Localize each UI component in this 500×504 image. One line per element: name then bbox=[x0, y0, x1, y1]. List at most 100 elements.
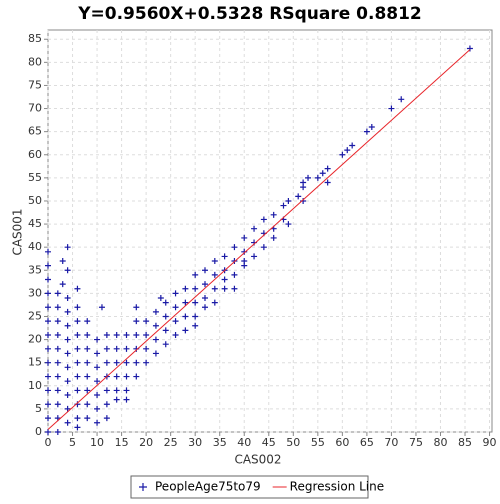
data-point bbox=[59, 258, 66, 265]
data-point bbox=[192, 285, 199, 292]
data-point bbox=[182, 285, 189, 292]
y-tick-label: 75 bbox=[28, 78, 42, 91]
data-point bbox=[64, 350, 71, 357]
data-point bbox=[152, 308, 159, 315]
data-point bbox=[398, 96, 405, 103]
legend bbox=[130, 475, 369, 499]
data-point bbox=[211, 299, 218, 306]
data-point bbox=[45, 429, 51, 435]
data-point bbox=[45, 345, 51, 352]
data-point bbox=[324, 165, 331, 172]
data-point bbox=[84, 331, 91, 338]
data-point bbox=[192, 299, 199, 306]
data-point bbox=[45, 401, 51, 408]
data-point bbox=[54, 345, 61, 352]
data-point bbox=[54, 429, 61, 435]
x-tick-label: 10 bbox=[90, 436, 104, 449]
data-point bbox=[172, 318, 179, 325]
y-tick-label: 80 bbox=[28, 55, 42, 68]
data-point bbox=[74, 345, 81, 352]
data-point bbox=[103, 415, 110, 422]
data-point bbox=[103, 401, 110, 408]
data-point bbox=[123, 331, 130, 338]
data-point bbox=[94, 350, 101, 357]
x-tick-label: 55 bbox=[311, 436, 325, 449]
data-point bbox=[113, 331, 120, 338]
data-point bbox=[300, 184, 307, 191]
x-tick-label: 45 bbox=[262, 436, 276, 449]
data-point bbox=[74, 359, 81, 366]
data-point bbox=[45, 304, 51, 311]
data-point bbox=[162, 341, 169, 348]
data-point bbox=[152, 350, 159, 357]
data-point bbox=[45, 331, 51, 338]
data-point bbox=[74, 331, 81, 338]
data-point bbox=[45, 262, 51, 269]
data-point bbox=[221, 253, 228, 260]
y-tick-label: 10 bbox=[28, 379, 42, 392]
x-tick-label: 65 bbox=[360, 436, 374, 449]
data-point bbox=[64, 392, 71, 399]
data-point bbox=[45, 318, 51, 325]
data-point bbox=[54, 290, 61, 297]
data-point bbox=[368, 124, 375, 131]
data-point bbox=[123, 373, 130, 380]
data-point bbox=[123, 345, 130, 352]
data-point bbox=[103, 331, 110, 338]
y-tick-label: 45 bbox=[28, 217, 42, 230]
data-point bbox=[162, 313, 169, 320]
data-point bbox=[64, 419, 71, 426]
data-point bbox=[285, 197, 292, 204]
data-point bbox=[94, 392, 101, 399]
data-point bbox=[324, 179, 331, 186]
data-point bbox=[319, 170, 326, 177]
data-point bbox=[260, 244, 267, 251]
data-point bbox=[59, 281, 66, 288]
data-point bbox=[123, 359, 130, 366]
data-point bbox=[211, 258, 218, 265]
data-point bbox=[98, 304, 105, 311]
data-point bbox=[295, 193, 302, 200]
data-point bbox=[45, 290, 51, 297]
data-point bbox=[45, 248, 51, 255]
x-tick-label: 50 bbox=[286, 436, 300, 449]
data-point bbox=[64, 378, 71, 385]
data-point bbox=[64, 364, 71, 371]
data-point bbox=[84, 373, 91, 380]
data-point bbox=[143, 345, 150, 352]
data-point bbox=[94, 405, 101, 412]
data-point bbox=[123, 396, 130, 403]
data-point bbox=[143, 359, 150, 366]
data-point bbox=[54, 304, 61, 311]
x-tick-label: 60 bbox=[335, 436, 349, 449]
data-point bbox=[270, 234, 277, 241]
data-point bbox=[74, 285, 81, 292]
data-point bbox=[211, 271, 218, 278]
x-tick-label: 20 bbox=[139, 436, 153, 449]
x-tick-label: 40 bbox=[237, 436, 251, 449]
data-point bbox=[54, 373, 61, 380]
data-point bbox=[152, 336, 159, 343]
y-tick-label: 0 bbox=[35, 425, 42, 438]
data-point bbox=[54, 331, 61, 338]
data-point bbox=[103, 387, 110, 394]
x-tick-label: 80 bbox=[433, 436, 447, 449]
data-point bbox=[221, 285, 228, 292]
data-point bbox=[172, 331, 179, 338]
x-tick-label: 5 bbox=[69, 436, 76, 449]
x-tick-label: 90 bbox=[483, 436, 497, 449]
data-point bbox=[84, 345, 91, 352]
data-point bbox=[143, 331, 150, 338]
data-point bbox=[201, 281, 208, 288]
data-point bbox=[231, 271, 238, 278]
data-point bbox=[113, 359, 120, 366]
data-point bbox=[64, 336, 71, 343]
data-point bbox=[45, 359, 51, 366]
y-tick-label: 60 bbox=[28, 148, 42, 161]
data-point bbox=[172, 304, 179, 311]
data-point bbox=[54, 387, 61, 394]
legend-label: Regression Line bbox=[290, 480, 384, 494]
regression-line bbox=[47, 49, 471, 430]
data-point bbox=[45, 415, 51, 422]
data-point bbox=[363, 128, 370, 135]
